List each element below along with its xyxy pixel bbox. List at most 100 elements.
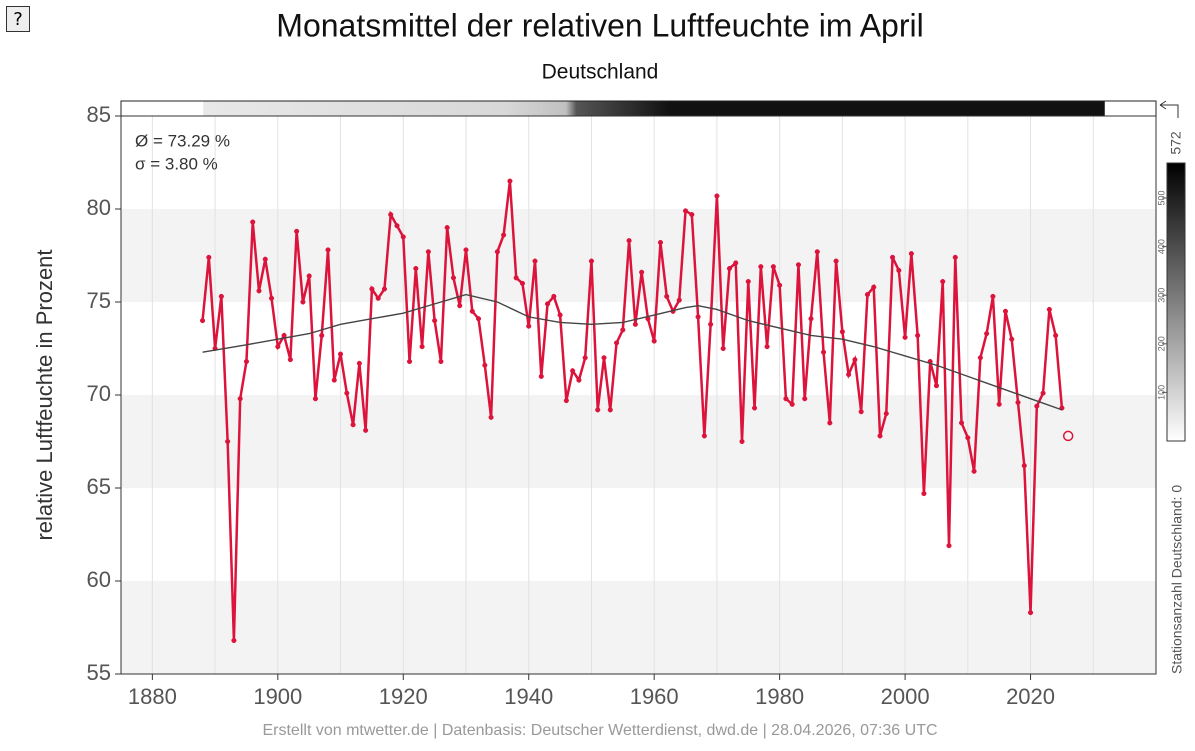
y-axis-label: relative Luftfeuchte in Prozent <box>32 249 57 540</box>
data-point <box>1015 399 1021 405</box>
data-point <box>846 371 852 378</box>
data-point <box>275 344 281 350</box>
colorbar-tick-label: 100 <box>1156 385 1166 400</box>
data-point <box>921 491 927 497</box>
annotation: σ = 3.80 % <box>135 154 218 173</box>
data-point <box>218 293 224 299</box>
data-line <box>201 180 1064 641</box>
data-point <box>206 254 212 260</box>
y-tick-label: 60 <box>87 567 111 592</box>
data-point <box>356 360 362 366</box>
data-point <box>363 427 369 433</box>
data-point <box>287 357 293 363</box>
data-point <box>883 411 889 417</box>
data-point <box>350 422 356 428</box>
data-point <box>777 282 783 288</box>
data-point <box>463 247 469 253</box>
data-point <box>977 355 983 361</box>
data-point <box>519 280 526 286</box>
x-tick-label: 1960 <box>630 684 679 709</box>
x-tick-label: 2020 <box>1006 684 1055 709</box>
data-point <box>1021 463 1027 469</box>
y-tick-label: 65 <box>87 474 111 499</box>
y-tick-label: 85 <box>87 102 111 127</box>
data-point <box>620 327 626 333</box>
data-point <box>312 396 319 402</box>
data-point <box>406 358 413 365</box>
data-point <box>802 396 808 402</box>
data-point <box>871 284 877 290</box>
data-point <box>1053 332 1059 339</box>
data-point <box>344 390 350 396</box>
data-point <box>501 232 507 238</box>
data-point <box>827 420 833 426</box>
data-point <box>551 293 557 299</box>
data-point <box>808 316 814 322</box>
data-point <box>695 314 701 320</box>
data-point <box>726 265 733 272</box>
data-point <box>946 543 952 549</box>
x-tick-label: 1900 <box>253 684 302 709</box>
data-point <box>432 318 438 324</box>
data-point <box>783 396 789 402</box>
data-point <box>958 420 965 426</box>
data-point <box>469 308 475 314</box>
data-point <box>965 435 971 441</box>
data-point <box>294 228 300 234</box>
data-point <box>613 340 620 346</box>
colorbar <box>1166 162 1186 442</box>
data-point <box>908 251 914 257</box>
data-point <box>651 338 657 344</box>
data-point <box>940 278 946 285</box>
data-point <box>381 286 388 292</box>
x-tick-label: 1880 <box>128 684 177 709</box>
y-tick-label: 75 <box>87 288 111 313</box>
data-point <box>1027 610 1034 616</box>
data-point <box>1009 336 1015 342</box>
data-point <box>889 254 896 260</box>
data-point <box>820 349 827 355</box>
data-point <box>513 275 519 281</box>
data-point <box>896 267 902 273</box>
footer: Erstellt von mtwetter.de | Datenbasis: D… <box>262 722 937 739</box>
data-point <box>902 334 908 340</box>
data-point <box>720 345 726 352</box>
data-point <box>933 383 940 389</box>
grid-band <box>121 581 1156 674</box>
data-point <box>337 351 344 357</box>
data-point <box>1040 390 1046 396</box>
data-point <box>300 299 306 305</box>
y-tick-label: 70 <box>87 381 111 406</box>
data-point <box>1034 403 1040 409</box>
data-point <box>306 273 312 279</box>
colorbar-tick-label: 500 <box>1156 190 1166 205</box>
colorbar-tick-label: 400 <box>1156 239 1166 254</box>
data-point <box>375 295 381 301</box>
data-point <box>714 193 720 199</box>
help-button[interactable]: ? <box>6 6 30 32</box>
data-point <box>664 293 670 299</box>
data-point <box>413 265 419 272</box>
data-point <box>256 288 262 294</box>
data-point <box>532 258 538 264</box>
data-point <box>770 264 776 270</box>
data-point <box>858 409 864 415</box>
data-point <box>237 396 243 402</box>
y-tick-label: 55 <box>87 660 111 685</box>
x-tick-label: 1920 <box>379 684 428 709</box>
x-tick-label: 1940 <box>504 684 553 709</box>
data-point <box>1046 306 1052 312</box>
data-point <box>369 286 375 292</box>
data-point <box>544 301 551 307</box>
data-point <box>733 260 739 266</box>
annotation: Ø = 73.29 % <box>135 131 230 150</box>
data-point <box>795 262 802 268</box>
data-point <box>538 373 544 379</box>
data-point <box>971 468 977 474</box>
data-point <box>751 405 758 411</box>
data-point <box>588 258 595 264</box>
data-point <box>984 331 990 337</box>
data-point <box>682 208 689 214</box>
grid-band <box>121 395 1156 488</box>
data-point <box>268 295 275 301</box>
